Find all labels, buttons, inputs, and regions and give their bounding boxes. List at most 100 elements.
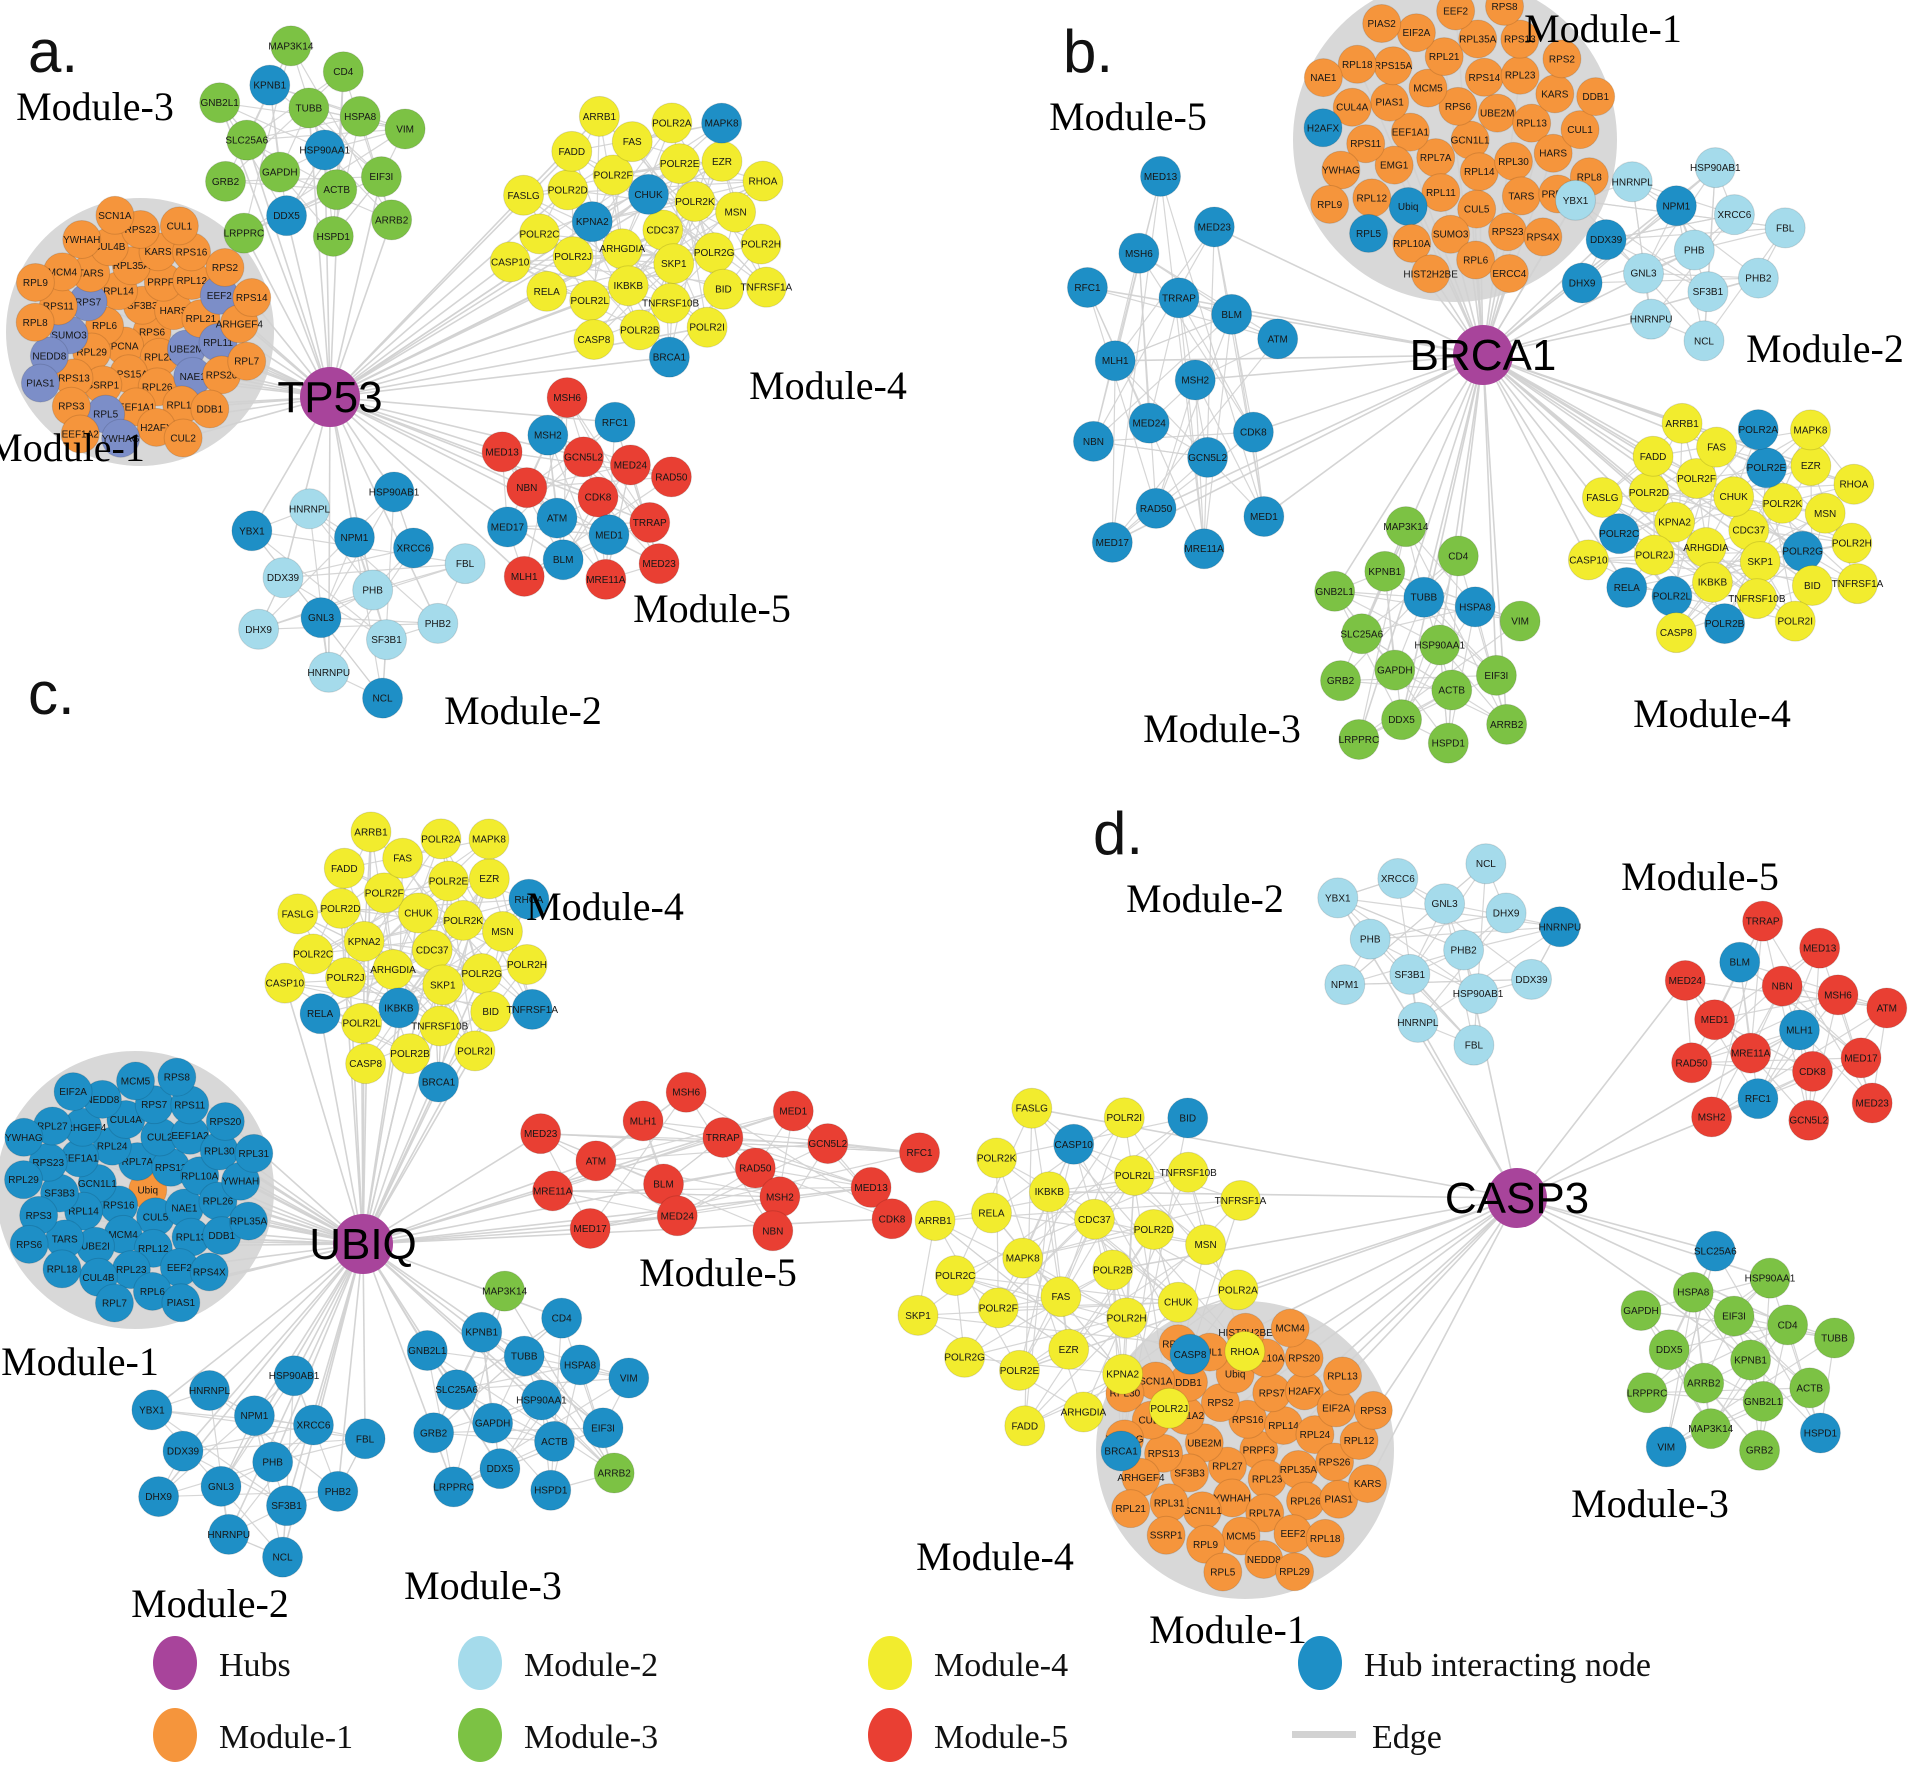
node-RELA [526,270,568,312]
node-label-EZR: EZR [479,874,499,885]
node-ATM [536,497,578,539]
node-label-FAS: FAS [623,137,642,148]
node-label-HARS: HARS [1539,149,1567,160]
node-label-MSN: MSN [724,208,746,219]
node-RAD50 [1671,1042,1713,1084]
node-NPM1 [1655,185,1697,227]
node-label-RPS3: RPS3 [26,1211,53,1222]
node-label-MRE11A: MRE11A [1731,1049,1771,1060]
node-label-HSP90AB1: HSP90AB1 [1690,163,1741,174]
node-RPL35A [228,1201,268,1241]
node-label-EZR: EZR [1801,461,1821,472]
node-label-MAP3K14: MAP3K14 [268,41,313,52]
node-HNRNPU [208,1513,250,1555]
node-KPNB1 [249,64,291,106]
node-label-MAPK8: MAPK8 [1794,425,1828,436]
node-label-MED1: MED1 [1250,512,1278,523]
node-label-RPL12: RPL12 [1357,193,1388,204]
node-BLM [1719,941,1761,983]
node-POLR2C [1598,513,1640,555]
node-SLC25A6 [226,119,268,161]
node-ARRB1 [350,811,392,853]
node-TRRAP [1742,900,1784,942]
node-HNRNPL [1611,161,1653,203]
node-POLR2F [363,872,405,914]
node-RPL9 [1310,184,1350,224]
node-NBN [752,1210,794,1252]
d-module4-label: Module-4 [916,1534,1074,1579]
node-label-ATM: ATM [547,514,567,525]
a-module2-label: Module-2 [444,688,602,733]
node-label-MED24: MED24 [1132,419,1166,430]
node-RHOA [742,160,784,202]
d-module3-label: Module-3 [1571,1481,1729,1526]
node-TNFRSF10B [1167,1151,1209,1193]
node-label-SKP1: SKP1 [905,1311,931,1322]
node-BRCA1 [648,336,690,378]
node-RPL8 [15,302,55,342]
node-ATM [1257,318,1299,360]
node-label-IKBKB: IKBKB [384,1003,414,1014]
node-label-PHB2: PHB2 [425,619,452,630]
node-GCN5L2 [1788,1099,1830,1141]
node-HSP90AA1 [304,129,346,171]
node-label-NPM1: NPM1 [1662,201,1690,212]
node-label-PHB: PHB [362,586,383,597]
node-RELA [299,993,341,1035]
node-MSN [715,191,757,233]
node-POLR2H [1106,1297,1148,1339]
node-label-HSPD1: HSPD1 [317,232,351,243]
legend-label-module5: Module-5 [934,1719,1068,1756]
node-SF3B1 [366,619,408,661]
node-label-UBE2M: UBE2M [1187,1438,1221,1449]
node-label-KPNB1: KPNB1 [1734,1356,1767,1367]
node-label-CHUK: CHUK [634,190,663,201]
node-label-RPS4X: RPS4X [1526,232,1559,243]
node-FASLG [503,174,545,216]
node-MSH6 [1118,232,1160,274]
node-RHOA [508,878,550,920]
node-label-DDX39: DDX39 [267,573,300,584]
node-label-FADD: FADD [1011,1421,1038,1432]
node-label-CD4: CD4 [333,67,353,78]
node-label-RPL26: RPL26 [1290,1497,1321,1508]
node-label-RPL23: RPL23 [116,1265,147,1276]
node-POLR2A [1217,1269,1259,1311]
node-label-FADD: FADD [558,147,585,158]
node-RPL18 [1305,1518,1345,1558]
node-BID [1791,565,1833,607]
node-label-POLR2J: POLR2J [554,252,592,263]
node-label-CUL1: CUL1 [167,221,193,232]
node-label-POLR2J: POLR2J [1150,1404,1188,1415]
legend-label-edge: Edge [1372,1719,1442,1756]
node-POLR2K [674,181,716,223]
node-label-POLR2K: POLR2K [675,197,715,208]
node-label-NBN: NBN [762,1226,783,1237]
node-label-XRCC6: XRCC6 [397,543,431,554]
node-label-HNRNPL: HNRNPL [1397,1018,1439,1029]
node-XRCC6 [1377,858,1419,900]
node-label-POLR2F: POLR2F [1677,474,1716,485]
node-label-RPS13: RPS13 [155,1163,187,1174]
node-GNB2L1 [406,1330,448,1372]
node-label-RPS26: RPS26 [1319,1458,1351,1469]
node-TRRAP [629,501,671,543]
node-label-RPL10A: RPL10A [1247,1353,1285,1364]
node-label-MED23: MED23 [1198,222,1232,233]
node-label-ARRB1: ARRB1 [354,827,388,838]
node-label-RPL35A: RPL35A [113,261,151,272]
node-label-EEF1A2: EEF1A2 [62,429,100,440]
node-label-RPL23: RPL23 [144,353,175,364]
node-DDX39 [262,557,304,599]
node-NBN [1761,965,1803,1007]
node-label-MAPK8: MAPK8 [705,119,739,130]
node-label-MSH2: MSH2 [766,1192,794,1203]
node-label-POLR2L: POLR2L [1115,1171,1154,1182]
node-KPNB1 [1364,550,1406,592]
node-label-POLR2A: POLR2A [652,118,692,129]
node-KPNA2 [343,920,385,962]
node-label-HNRNPL: HNRNPL [189,1386,231,1397]
node-label-MLH1: MLH1 [630,1116,657,1127]
node-ACTB [1789,1367,1831,1409]
node-label-FADD: FADD [1640,452,1667,463]
